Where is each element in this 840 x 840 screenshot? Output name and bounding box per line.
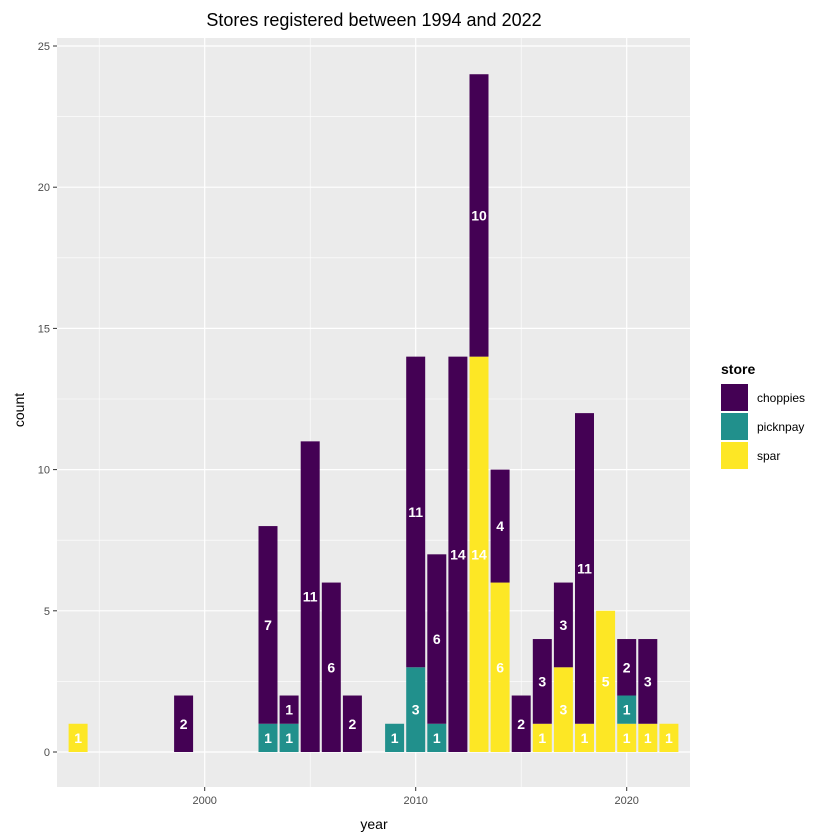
bar-choppies-2007: [342, 695, 362, 752]
bar-spar-1994: [68, 723, 88, 752]
bar-choppies-2017: [553, 582, 573, 668]
bar-label-choppies-2017: 3: [560, 617, 568, 633]
bar-label-spar-2019: 5: [602, 673, 610, 689]
bar-label-spar-1994: 1: [74, 730, 82, 746]
y-tick-label: 0: [44, 747, 50, 759]
bar-label-picknpay-2004: 1: [285, 730, 293, 746]
bar-choppies-2004: [279, 695, 299, 724]
x-tick-label: 2020: [614, 795, 638, 807]
bar-choppies-1999: [174, 695, 194, 752]
bar-label-choppies-2015: 2: [517, 716, 525, 732]
bar-label-choppies-1999: 2: [180, 716, 188, 732]
bar-choppies-2011: [427, 554, 447, 724]
bar-label-choppies-2013: 10: [471, 207, 487, 223]
legend-key-picknpay: [721, 413, 748, 440]
bar-label-picknpay-2020: 1: [623, 702, 631, 718]
bar-label-choppies-2021: 3: [644, 673, 652, 689]
legend-title: store: [721, 361, 755, 377]
bar-spar-2013: [469, 356, 489, 752]
bar-label-picknpay-2010: 3: [412, 702, 420, 718]
bar-label-spar-2016: 1: [538, 730, 546, 746]
bar-label-spar-2021: 1: [644, 730, 652, 746]
bar-label-choppies-2007: 2: [349, 716, 357, 732]
bar-label-choppies-2005: 11: [303, 589, 318, 605]
bar-choppies-2015: [511, 695, 531, 752]
bar-label-spar-2018: 1: [581, 730, 589, 746]
bar-label-choppies-2018: 11: [577, 560, 592, 576]
bar-picknpay-2004: [279, 723, 299, 752]
bar-spar-2021: [638, 723, 658, 752]
y-tick-label: 10: [38, 465, 50, 477]
chart-title: Stores registered between 1994 and 2022: [206, 10, 541, 30]
bar-label-spar-2022: 1: [665, 730, 673, 746]
bar-choppies-2010: [406, 356, 426, 668]
bar-label-choppies-2006: 6: [327, 659, 335, 675]
bar-choppies-2020: [617, 639, 637, 696]
legend-label-picknpay: picknpay: [757, 420, 804, 434]
bar-choppies-2021: [638, 639, 658, 724]
grid-lines: [57, 38, 690, 787]
bar-picknpay-2010: [406, 667, 426, 752]
bar-spar-2019: [596, 610, 616, 752]
bar-label-spar-2020: 1: [623, 730, 631, 746]
bar-label-choppies-2020: 2: [623, 659, 631, 675]
x-tick-label: 2000: [192, 795, 216, 807]
legend-key-choppies: [721, 384, 748, 411]
bar-label-choppies-2012: 14: [450, 546, 466, 562]
bar-picknpay-2009: [385, 723, 405, 752]
bars-group: [68, 74, 679, 752]
bar-label-picknpay-2011: 1: [433, 730, 441, 746]
bar-choppies-2016: [532, 639, 552, 724]
y-axis-title: count: [11, 393, 27, 427]
x-axis-title: year: [360, 816, 388, 832]
bar-choppies-2014: [490, 469, 510, 583]
bar-label-picknpay-2009: 1: [391, 730, 399, 746]
bar-label-spar-2013: 14: [471, 546, 487, 562]
bar-choppies-2012: [448, 356, 468, 752]
bar-label-choppies-2010: 11: [408, 504, 423, 520]
bar-label-spar-2014: 6: [496, 659, 504, 675]
bar-picknpay-2011: [427, 723, 447, 752]
bar-spar-2022: [659, 723, 679, 752]
bar-picknpay-2003: [258, 723, 278, 752]
plot-panel: [57, 38, 690, 787]
legend-label-choppies: choppies: [757, 391, 805, 405]
bar-choppies-2013: [469, 74, 489, 357]
bar-label-choppies-2016: 3: [538, 673, 546, 689]
y-tick-label: 15: [38, 323, 50, 335]
legend-key-spar: [721, 442, 748, 469]
bar-label-picknpay-2003: 1: [264, 730, 272, 746]
bar-spar-2014: [490, 582, 510, 752]
bar-spar-2017: [553, 667, 573, 752]
bar-choppies-2006: [321, 582, 341, 752]
bar-label-spar-2017: 3: [560, 702, 568, 718]
bar-label-choppies-2014: 4: [496, 518, 504, 534]
y-tick-label: 25: [38, 41, 50, 53]
bar-label-choppies-2004: 1: [285, 702, 293, 718]
bar-label-choppies-2003: 7: [264, 617, 272, 633]
x-tick-label: 2010: [403, 795, 427, 807]
legend: store choppies picknpay spar: [721, 361, 805, 469]
bar-spar-2016: [532, 723, 552, 752]
bar-picknpay-2020: [617, 695, 637, 724]
bar-choppies-2005: [300, 441, 320, 752]
bar-label-choppies-2011: 6: [433, 631, 441, 647]
bar-spar-2020: [617, 723, 637, 752]
bar-spar-2018: [575, 723, 594, 752]
legend-label-spar: spar: [757, 449, 780, 463]
y-tick-label: 5: [44, 606, 50, 618]
bar-choppies-2018: [575, 413, 594, 724]
y-tick-label: 20: [38, 182, 50, 194]
bar-choppies-2003: [258, 526, 278, 724]
